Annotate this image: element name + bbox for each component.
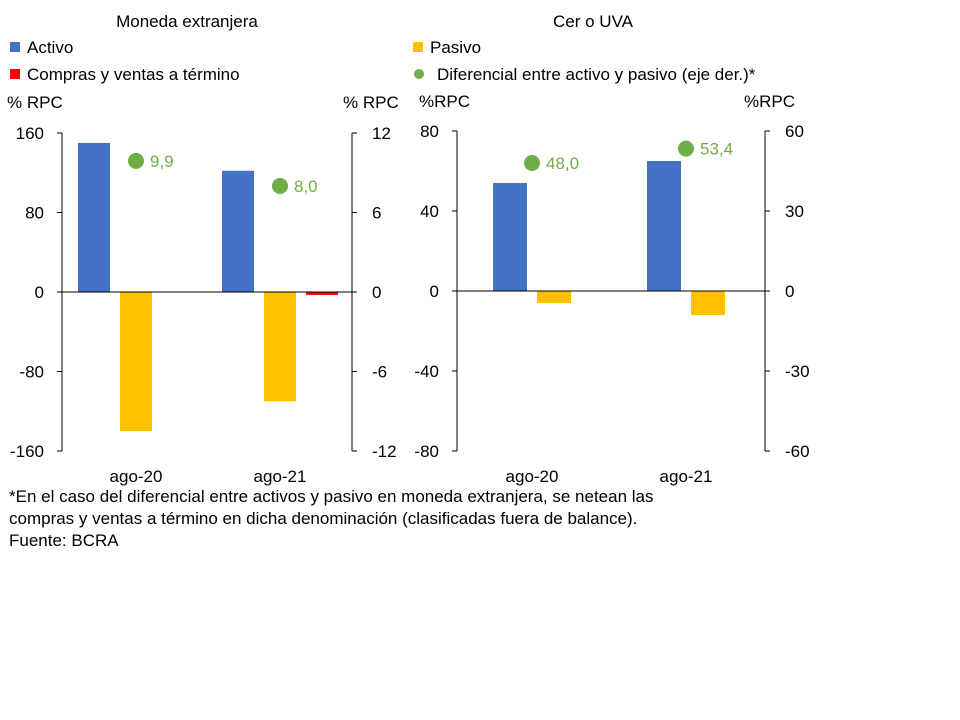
bar-activo-ago-21: [222, 170, 254, 292]
legend-label-activo: Activo: [27, 38, 73, 57]
legend-swatch-activo: [10, 42, 20, 52]
y-axis-right-label: % RPC: [343, 93, 399, 112]
y-axis-left-label: % RPC: [7, 93, 63, 112]
y-tick-label-left: 160: [16, 124, 44, 143]
y-tick-label-right: -30: [785, 362, 810, 381]
legend-label-pasivo: Pasivo: [430, 38, 481, 57]
y-tick-label-right: 0: [785, 282, 794, 301]
x-category-label: ago-21: [660, 467, 713, 486]
label-diferencial-ago-20: 9,9: [150, 152, 174, 171]
marker-diferencial-ago-21: [272, 178, 288, 194]
y-tick-label-right: 12: [372, 124, 391, 143]
y-tick-label-right: -60: [785, 442, 810, 461]
panel-title-cer-uva: Cer o UVA: [553, 12, 634, 31]
footnote-line-2: compras y ventas a término en dicha deno…: [9, 509, 638, 528]
marker-diferencial-ago-21: [678, 140, 694, 157]
bar-activo-ago-21: [647, 161, 681, 291]
label-diferencial-ago-21: 8,0: [294, 177, 318, 196]
y-tick-label-right: 30: [785, 202, 804, 221]
legend-label-compras: Compras y ventas a término: [27, 65, 240, 84]
y-tick-label-left: -40: [414, 362, 439, 381]
panel-title-moneda-extranjera: Moneda extranjera: [116, 12, 258, 31]
y-tick-label-right: 0: [372, 283, 381, 302]
chart-moneda-extranjera: % RPC % RPC 160 80 0 -80 -160 12 6 0 -6 -12 ago-20 ag…: [7, 93, 399, 486]
label-diferencial-ago-21: 53,4: [700, 140, 733, 159]
footnote: *En el caso del diferencial entre activo…: [9, 486, 949, 552]
footnote-line-1: *En el caso del diferencial entre activo…: [9, 487, 654, 506]
y-tick-label-left: 0: [35, 283, 44, 302]
y-tick-label-left: -80: [19, 363, 44, 382]
chart-cer-uva: %RPC %RPC 80 40 0 -40 -80 60 30 0 -30 -60 ago-20 ago-…: [414, 92, 809, 486]
y-tick-label-left: -80: [414, 442, 439, 461]
bar-pasivo-ago-20: [120, 292, 152, 432]
legend-swatch-pasivo: [413, 42, 423, 52]
y-tick-label-left: 0: [430, 282, 439, 301]
y-tick-label-left: 80: [25, 204, 44, 223]
y-axis-left-label: %RPC: [419, 92, 470, 111]
bar-activo-ago-20: [493, 183, 527, 291]
y-tick-label-right: -6: [372, 363, 387, 382]
y-tick-label-right: 60: [785, 122, 804, 141]
y-axis-right-label: %RPC: [744, 92, 795, 111]
x-category-label: ago-20: [110, 467, 163, 486]
bar-compras-y-ventas-a-termino-ago-21: [306, 292, 338, 295]
legend-label-diferencial: Diferencial entre activo y pasivo (eje d…: [437, 65, 756, 84]
y-tick-label-left: 40: [420, 202, 439, 221]
x-category-label: ago-21: [254, 467, 307, 486]
marker-diferencial-ago-20: [128, 152, 144, 169]
marker-diferencial-ago-20: [524, 155, 540, 171]
legend: Activo Compras y ventas a término Pasivo…: [10, 38, 756, 84]
y-tick-label-right: -12: [372, 442, 397, 461]
bar-activo-ago-20: [78, 142, 110, 292]
y-tick-label-right: 6: [372, 204, 381, 223]
bar-pasivo-ago-20: [537, 291, 571, 303]
y-tick-label-left: -160: [10, 442, 44, 461]
y-tick-label-left: 80: [420, 122, 439, 141]
bar-pasivo-ago-21: [264, 292, 296, 402]
bar-pasivo-ago-21: [691, 291, 725, 315]
legend-marker-diferencial: [414, 69, 424, 79]
legend-swatch-compras: [10, 69, 20, 79]
footnote-source: Fuente: BCRA: [9, 531, 119, 550]
x-category-label: ago-20: [506, 467, 559, 486]
label-diferencial-ago-20: 48,0: [546, 154, 579, 173]
